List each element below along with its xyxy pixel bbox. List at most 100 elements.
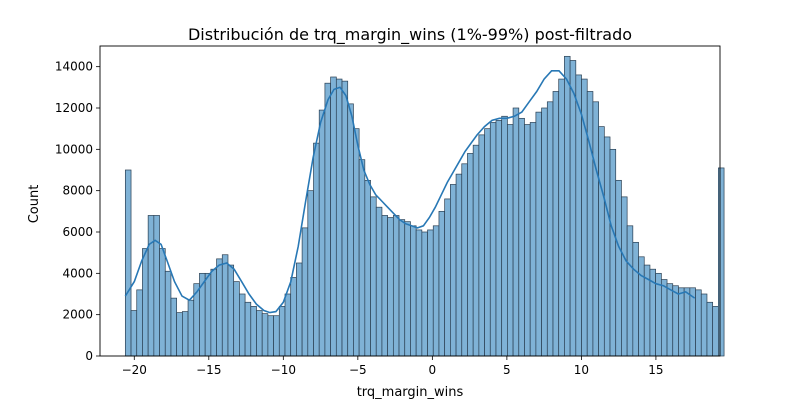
histogram-bar [199,272,206,357]
histogram-bar [489,122,497,357]
histogram-bar [512,107,520,357]
histogram-bar [301,227,309,357]
histogram-bar [415,229,423,357]
histogram-bar [683,287,691,357]
histogram-bar [370,196,377,357]
histogram-bar [210,268,217,357]
histogram-bar [706,301,714,357]
kde-curve [124,70,696,314]
histogram-bar [278,306,286,357]
histogram-bar [472,144,480,357]
histogram-bar [227,264,235,357]
histogram-bar [524,124,531,357]
histogram-bar [603,136,611,357]
histogram-bar [318,109,326,357]
histogram-bar [159,248,166,357]
y-tick-label: 2000 [62,308,93,322]
histogram-bar [432,225,440,357]
histogram-bar [404,221,411,357]
histogram-bar [398,219,406,357]
histogram-bar [307,190,314,357]
histogram-bar [170,297,178,357]
histogram-bar [638,256,645,357]
histogram-bar [609,148,617,357]
histogram-bar [204,272,212,357]
histogram-bar [182,311,189,357]
x-tick-label: 15 [648,363,663,377]
histogram-bar [284,293,292,357]
histogram-bars [124,55,725,357]
histogram-bar [381,215,388,357]
histogram-bar [136,289,143,357]
histogram-bar [187,299,195,357]
histogram-bar [518,117,525,357]
histogram-bar [626,225,634,357]
histogram-bar [678,287,685,357]
histogram-bar [256,310,263,357]
histogram-bar [142,248,149,357]
histogram-bar [478,134,485,357]
histogram-bar [244,301,252,357]
histogram-bar [700,293,708,357]
histogram-bar [410,225,417,357]
histogram-bar [666,283,674,357]
histogram-bar [124,169,132,357]
histogram-bar [387,217,394,357]
histogram-bar [375,206,383,357]
y-tick-label: 0 [85,349,93,363]
histogram-bar [501,115,508,357]
histogram-bar [558,78,565,357]
histogram-bar [507,124,514,357]
histogram-bar [438,210,446,357]
histogram-bar [176,312,183,357]
histogram-bar [484,128,491,357]
histogram-bar [569,60,577,357]
histogram-bar [239,293,246,357]
histogram-bar [444,198,451,357]
histogram-bar [718,167,725,357]
x-tick-label: −20 [122,363,147,377]
histogram-bar [347,103,354,357]
histogram-bar [546,101,554,357]
histogram-bar [261,313,269,357]
x-axis: −20 −15 −10 −5 0 5 10 15 [122,356,664,377]
histogram-bar [541,107,548,357]
x-tick-label: −5 [349,363,367,377]
histogram-bar [621,196,628,357]
histogram-bar [324,82,331,357]
histogram-bar [153,215,160,357]
histogram-bar [529,122,537,357]
x-tick-label: −15 [196,363,221,377]
histogram-bar [164,270,172,357]
plot-frame [99,45,721,357]
histogram-bar [450,184,457,357]
x-axis-label: trq_margin_wins [357,385,464,400]
histogram-bar [233,281,240,357]
histogram-bar [353,128,360,357]
histogram-bar [267,315,274,357]
histogram-bar [130,310,138,357]
histogram-bar [216,258,223,357]
histogram-bar [535,111,542,357]
histogram-bar [695,289,702,357]
y-tick-label: 12000 [55,101,93,115]
x-tick-label: 5 [503,363,511,377]
histogram-bar [461,163,468,357]
histogram-bar [221,254,229,357]
histogram-bar [427,229,434,357]
histogram-bar [672,285,679,357]
histogram-bar [290,277,297,357]
histogram-bar [341,80,349,357]
histogram-bar [392,215,400,357]
histogram-bar [660,279,668,357]
y-tick-label: 10000 [55,142,93,156]
histogram-bar [615,179,622,357]
histogram-bar [250,306,257,357]
histogram-bar [598,126,605,357]
histogram-bar [330,76,337,357]
y-axis-label: Count [27,185,42,224]
histogram-bar [335,78,343,357]
histogram-bar [364,179,371,357]
y-tick-label: 6000 [62,225,93,239]
